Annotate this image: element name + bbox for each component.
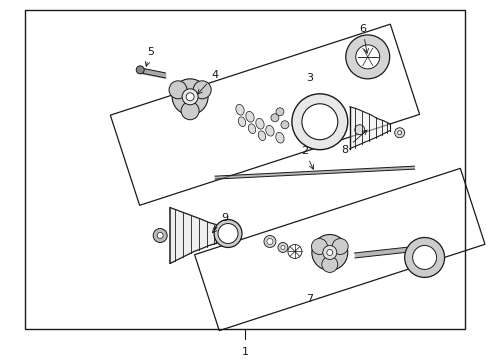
Ellipse shape: [248, 124, 256, 134]
Circle shape: [218, 224, 238, 243]
Text: 7: 7: [306, 294, 314, 304]
Circle shape: [292, 94, 348, 150]
Text: 1: 1: [242, 347, 248, 357]
Text: 3: 3: [306, 73, 314, 83]
Ellipse shape: [238, 117, 245, 127]
Circle shape: [356, 45, 380, 69]
Polygon shape: [354, 247, 410, 258]
Polygon shape: [215, 166, 415, 179]
Text: 4: 4: [197, 70, 219, 94]
Text: 9: 9: [213, 212, 229, 233]
Ellipse shape: [258, 131, 266, 140]
Text: 5: 5: [145, 47, 154, 66]
Circle shape: [398, 131, 402, 135]
Circle shape: [327, 249, 333, 256]
Circle shape: [264, 235, 276, 247]
Circle shape: [302, 104, 338, 140]
Circle shape: [136, 66, 144, 74]
Circle shape: [193, 81, 211, 99]
Ellipse shape: [276, 132, 284, 143]
Circle shape: [153, 229, 167, 243]
Circle shape: [312, 234, 348, 270]
Circle shape: [281, 121, 289, 129]
Circle shape: [181, 102, 199, 120]
Polygon shape: [350, 107, 390, 149]
Circle shape: [182, 89, 198, 105]
Circle shape: [405, 238, 444, 278]
Text: 8: 8: [341, 130, 367, 155]
Circle shape: [169, 81, 187, 99]
Text: 2: 2: [301, 146, 314, 169]
Text: 6: 6: [359, 24, 368, 53]
Bar: [25, 10, 465, 329]
Circle shape: [355, 125, 365, 135]
Circle shape: [394, 128, 405, 138]
Circle shape: [186, 93, 194, 101]
Circle shape: [278, 243, 288, 252]
Circle shape: [157, 233, 163, 238]
Circle shape: [267, 238, 273, 244]
Circle shape: [271, 114, 279, 122]
Ellipse shape: [256, 118, 264, 129]
Circle shape: [214, 220, 242, 247]
Circle shape: [323, 246, 337, 260]
Circle shape: [413, 246, 437, 269]
Circle shape: [172, 79, 208, 115]
Ellipse shape: [266, 125, 274, 136]
Circle shape: [276, 108, 284, 116]
Polygon shape: [170, 208, 216, 264]
Ellipse shape: [236, 104, 244, 115]
Circle shape: [312, 238, 327, 255]
Circle shape: [281, 246, 285, 249]
Circle shape: [322, 256, 338, 273]
Ellipse shape: [246, 111, 254, 122]
Circle shape: [346, 35, 390, 79]
Circle shape: [332, 238, 348, 255]
